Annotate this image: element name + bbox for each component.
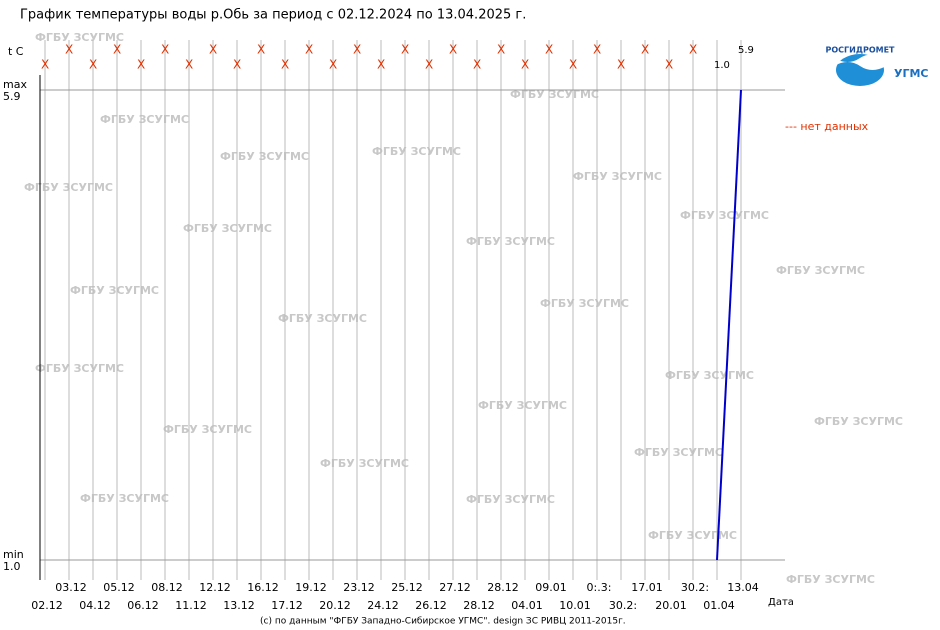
value-label: 5.9 [738, 45, 754, 56]
x-tick-label: 11.12 [175, 599, 207, 612]
watermark: ФГБУ ЗСУГМС [634, 446, 723, 459]
x-tick-label: 23.12 [343, 581, 375, 594]
x-tick-label: 30.2: [681, 581, 709, 594]
no-data-marker: X [449, 43, 457, 57]
no-data-marker: X [281, 58, 289, 72]
no-data-marker: X [641, 43, 649, 57]
x-tick-label: 30.2: [609, 599, 637, 612]
x-tick-label: 26.12 [415, 599, 447, 612]
no-data-marker: X [497, 43, 505, 57]
no-data-marker: X [161, 43, 169, 57]
y-axis-label: t C [8, 45, 24, 58]
logo-text: РОСГИДРОМЕТ [826, 46, 896, 55]
no-data-marker: X [569, 58, 577, 72]
watermark: ФГБУ ЗСУГМС [466, 493, 555, 506]
x-tick-label: 04.12 [79, 599, 111, 612]
no-data-marker: X [329, 58, 337, 72]
no-data-marker: X [377, 58, 385, 72]
x-tick-label: 01.04 [703, 599, 735, 612]
x-tick-label: 19.12 [295, 581, 327, 594]
x-tick-label: 24.12 [367, 599, 399, 612]
watermark: ФГБУ ЗСУГМС [70, 284, 159, 297]
x-tick-label: 17.12 [271, 599, 303, 612]
temperature-line [716, 89, 742, 561]
y-tick-label: 1.0 [3, 560, 21, 573]
y-tick-label: 5.9 [3, 90, 21, 103]
no-data-marker: X [305, 43, 313, 57]
x-axis-label: Дата [768, 597, 794, 608]
x-tick-label: 25.12 [391, 581, 423, 594]
no-data-marker: X [89, 58, 97, 72]
logo-wave [834, 54, 886, 70]
x-tick-label: 09.01 [535, 581, 567, 594]
x-tick-label: 10.01 [559, 599, 591, 612]
x-tick-label: 13.04 [727, 581, 759, 594]
x-tick-label: 02.12 [31, 599, 63, 612]
no-data-marker: X [353, 43, 361, 57]
no-data-marker: X [473, 58, 481, 72]
watermark: ФГБУ ЗСУГМС [776, 264, 865, 277]
watermark: ФГБУ ЗСУГМС [100, 113, 189, 126]
no-data-marker: X [425, 58, 433, 72]
x-tick-label: 20.12 [319, 599, 351, 612]
watermark: ФГБУ ЗСУГМС [466, 235, 555, 248]
no-data-marker: X [233, 58, 241, 72]
x-tick-label: 0:.3: [587, 581, 612, 594]
x-tick-label: 13.12 [223, 599, 255, 612]
x-tick-label: 12.12 [199, 581, 231, 594]
legend-note: --- нет данных [785, 120, 869, 133]
watermark: ФГБУ ЗСУГМС [510, 88, 599, 101]
watermark: ФГБУ ЗСУГМС [163, 423, 252, 436]
no-data-marker: X [689, 43, 697, 57]
no-data-marker: X [41, 58, 49, 72]
watermark: ФГБУ ЗСУГМС [278, 312, 367, 325]
no-data-marker: X [665, 58, 673, 72]
y-tick-name: max [3, 78, 27, 91]
no-data-marker: X [521, 58, 529, 72]
logo: РОСГИДРОМЕТ УГМС [826, 46, 929, 86]
watermark: ФГБУ ЗСУГМС [183, 222, 272, 235]
x-tick-label: 27.12 [439, 581, 471, 594]
x-tick-label: 05.12 [103, 581, 135, 594]
watermark: ФГБУ ЗСУГМС [573, 170, 662, 183]
x-tick-label: 28.12 [463, 599, 495, 612]
no-data-marker: X [209, 43, 217, 57]
x-tick-label: 17.01 [631, 581, 663, 594]
no-data-marker: X [401, 43, 409, 57]
no-data-marker: X [593, 43, 601, 57]
x-tick-label: 04.01 [511, 599, 543, 612]
no-data-marker: X [257, 43, 265, 57]
no-data-marker: X [137, 58, 145, 72]
watermark: ФГБУ ЗСУГМС [814, 415, 903, 428]
no-data-marker: X [113, 43, 121, 57]
watermark: ФГБУ ЗСУГМС [35, 362, 124, 375]
x-tick-label: 06.12 [127, 599, 159, 612]
watermark: ФГБУ ЗСУГМС [320, 457, 409, 470]
watermark: ФГБУ ЗСУГМС [540, 297, 629, 310]
x-tick-label: 28.12 [487, 581, 519, 594]
watermark: ФГБУ ЗСУГМС [680, 209, 769, 222]
watermark: ФГБУ ЗСУГМС [478, 399, 567, 412]
watermark: ФГБУ ЗСУГМС [786, 573, 875, 586]
watermark: ФГБУ ЗСУГМС [665, 369, 754, 382]
y-tick-name: min [3, 548, 24, 561]
x-tick-label: 16.12 [247, 581, 279, 594]
chart-title: График температуры воды р.Обь за период … [20, 8, 526, 23]
no-data-marker: X [65, 43, 73, 57]
value-label: 1.0 [714, 60, 730, 71]
no-data-marker: X [545, 43, 553, 57]
no-data-marker: X [185, 58, 193, 72]
watermark: ФГБУ ЗСУГМС [220, 150, 309, 163]
credit: (c) по данным "ФГБУ Западно-Сибирское УГ… [260, 617, 626, 627]
x-tick-label: 03.12 [55, 581, 87, 594]
logo-sub: УГМС [894, 67, 929, 80]
watermark: ФГБУ ЗСУГМС [35, 31, 124, 44]
watermark: ФГБУ ЗСУГМС [80, 492, 169, 505]
x-tick-label: 08.12 [151, 581, 183, 594]
no-data-marker: X [617, 58, 625, 72]
x-tick-label: 20.01 [655, 599, 687, 612]
watermark: ФГБУ ЗСУГМС [372, 145, 461, 158]
